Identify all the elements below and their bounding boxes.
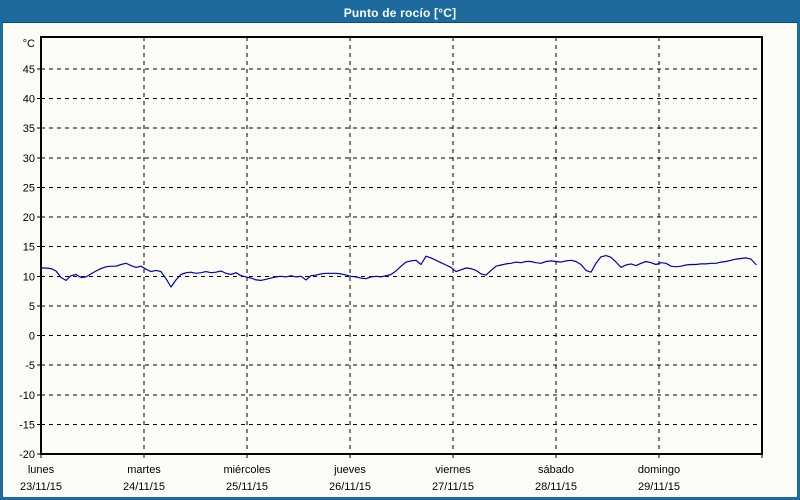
y-gridlines <box>41 68 762 425</box>
x-day-date: 26/11/15 <box>329 481 371 493</box>
x-day-name: viernes <box>435 464 471 476</box>
y-tick-label: -10 <box>19 390 35 402</box>
x-day-name: jueves <box>333 464 366 476</box>
chart-canvas: -20 -15 -10 -5 0 5 10 15 20 25 30 35 40 45 °C lunes 23/1… <box>19 36 763 493</box>
x-day-labels: lunes 23/11/15 martes 24/11/15 miércoles 25/1… <box>20 454 763 493</box>
x-day-name: miércoles <box>223 464 271 476</box>
y-tick-label: 20 <box>23 212 35 224</box>
y-tick-label: 10 <box>23 271 35 283</box>
x-day-date: 28/11/15 <box>535 481 577 493</box>
chart-area: -20 -15 -10 -5 0 5 10 15 20 25 30 35 40 45 °C lunes 23/1… <box>3 23 797 497</box>
plot-frame <box>40 36 763 455</box>
x-day-name: domingo <box>638 464 680 476</box>
x-gridlines <box>143 37 660 454</box>
y-tick-label: 35 <box>23 123 35 135</box>
x-day-name: lunes <box>28 464 55 476</box>
y-tick-label: -15 <box>19 419 35 431</box>
x-day-date: 29/11/15 <box>638 481 680 493</box>
y-tick-label: 0 <box>29 331 35 343</box>
x-day-date: 27/11/15 <box>432 481 474 493</box>
y-tick-label: 40 <box>23 94 35 106</box>
x-day-name: martes <box>127 464 161 476</box>
chart-title: Punto de rocío [°C] <box>343 5 457 20</box>
y-tick-label: 45 <box>23 64 35 76</box>
y-tick-label: 5 <box>29 301 35 313</box>
x-day-date: 23/11/15 <box>20 481 62 493</box>
y-axis-unit-label: °C <box>23 38 35 50</box>
y-tick-label: 25 <box>23 182 35 194</box>
y-tick-label: -5 <box>25 360 35 372</box>
x-day-name: sábado <box>538 464 574 476</box>
dewpoint-line <box>40 255 757 288</box>
chart-titlebar: Punto de rocío [°C] <box>3 3 797 23</box>
x-day-date: 25/11/15 <box>226 481 268 493</box>
y-tick-labels: -20 -15 -10 -5 0 5 10 15 20 25 30 35 40 45 °C <box>19 38 41 461</box>
x-day-date: 24/11/15 <box>123 481 165 493</box>
y-tick-label: 30 <box>23 153 35 165</box>
y-tick-label: 15 <box>23 242 35 254</box>
y-tick-label: -20 <box>19 449 35 461</box>
